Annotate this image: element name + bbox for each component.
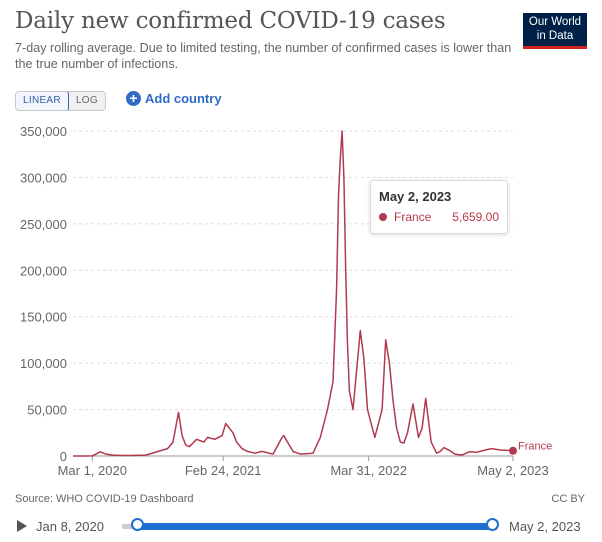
hover-tooltip: May 2, 2023 France 5,659.00 <box>370 180 508 234</box>
x-tick-label: Mar 31, 2022 <box>330 463 407 478</box>
line-chart[interactable]: 0 50,000 100,000 150,000 200,000 250,000 300,0… <box>0 0 602 490</box>
y-tick-label: 0 <box>60 449 67 464</box>
owid-logo[interactable]: Our World in Data <box>523 13 587 49</box>
y-tick-label: 300,000 <box>20 170 67 185</box>
series-line-france <box>73 130 514 457</box>
series-end-marker <box>509 446 517 455</box>
log-scale-button[interactable]: LOG <box>68 92 105 110</box>
timeline-start-handle[interactable] <box>131 518 144 531</box>
tooltip-value: 5,659.00 <box>452 210 499 224</box>
y-tick-label: 250,000 <box>20 217 67 232</box>
x-tick-label: May 2, 2023 <box>477 463 549 478</box>
tooltip-row: France 5,659.00 <box>379 210 499 224</box>
x-tick-label: Feb 24, 2021 <box>185 463 262 478</box>
linear-scale-button[interactable]: LINEAR <box>15 92 69 110</box>
y-tick-label: 150,000 <box>20 310 67 325</box>
tooltip-date: May 2, 2023 <box>379 189 452 204</box>
y-tick-label: 200,000 <box>20 263 67 278</box>
y-tick-label: 100,000 <box>20 356 67 371</box>
chart-title: Daily new confirmed COVID-19 cases <box>15 8 446 34</box>
plus-circle-icon: + <box>126 91 141 106</box>
timeline-range-fill <box>138 523 493 530</box>
source-note[interactable]: Source: WHO COVID-19 Dashboard <box>15 493 194 505</box>
x-tick-label: Mar 1, 2020 <box>58 463 127 478</box>
timeline-end-label: May 2, 2023 <box>509 519 581 534</box>
y-tick-label: 50,000 <box>27 403 67 418</box>
logo-line-2: in Data <box>536 30 574 42</box>
add-country-button[interactable]: + Add country <box>126 91 222 106</box>
timeline-start-label: Jan 8, 2020 <box>36 519 104 534</box>
timeline-end-handle[interactable] <box>486 518 499 531</box>
logo-line-1: Our World <box>528 16 582 28</box>
y-tick-label: 350,000 <box>20 124 67 139</box>
tooltip-entity: France <box>394 210 432 224</box>
chart-subtitle: 7-day rolling average. Due to limited te… <box>15 41 512 71</box>
timeline: Jan 8, 2020 May 2, 2023 <box>0 512 602 542</box>
series-end-label: France <box>518 441 552 453</box>
scale-toggle: LINEAR LOG <box>15 91 106 111</box>
add-country-label: Add country <box>145 91 222 106</box>
license-label[interactable]: CC BY <box>551 493 585 505</box>
play-icon[interactable] <box>17 520 27 532</box>
series-dot-icon <box>379 213 387 221</box>
